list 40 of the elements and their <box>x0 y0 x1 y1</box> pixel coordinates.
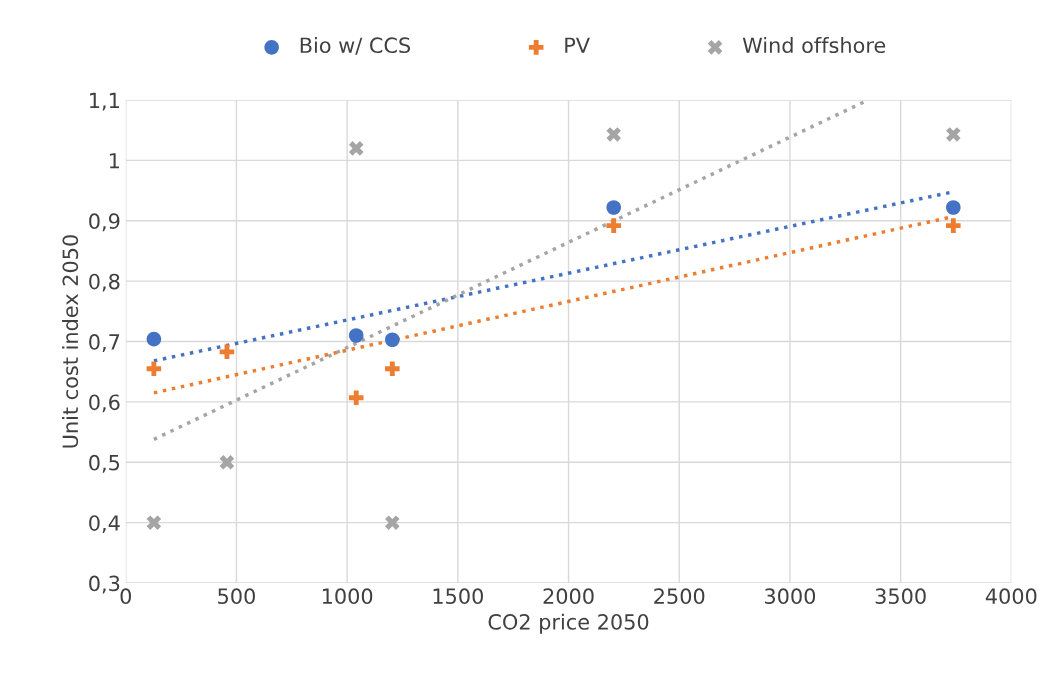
x-axis-title: CO2 price 2050 <box>488 613 649 634</box>
legend-label: Wind offshore <box>742 36 886 54</box>
x-tick-label: 2500 <box>654 588 705 605</box>
point <box>385 515 400 530</box>
x-tick-label: 1000 <box>322 588 373 605</box>
point <box>348 328 364 343</box>
point <box>385 361 400 376</box>
point <box>348 141 364 156</box>
point <box>385 332 400 348</box>
point <box>146 331 162 347</box>
y-tick-label: 0,5 <box>89 454 120 473</box>
point <box>946 218 961 233</box>
x-tick-label: 4000 <box>985 588 1037 605</box>
x-tick-label: 500 <box>218 588 255 605</box>
y-tick-label: 1 <box>109 153 119 169</box>
point <box>219 344 235 360</box>
x-tick-label: 1500 <box>433 588 483 605</box>
point <box>146 361 162 376</box>
legend-label: Bio w/ CCS <box>300 36 411 55</box>
point <box>946 127 961 142</box>
point <box>606 127 621 142</box>
y-tick-label: 0,3 <box>89 575 120 594</box>
y-tick-label: 0,9 <box>89 213 120 232</box>
point <box>606 200 621 215</box>
x-tick-label: 3000 <box>765 588 816 605</box>
point <box>219 455 235 470</box>
y-tick-label: 0,8 <box>89 273 120 292</box>
legend-label: PV <box>565 37 590 53</box>
point <box>946 200 961 215</box>
x-tick-label: 0 <box>120 588 131 605</box>
y-tick-label: 0,6 <box>89 394 120 413</box>
point <box>606 218 621 233</box>
x-tick-label: 3500 <box>875 588 926 605</box>
y-tick-label: 0,4 <box>89 515 120 534</box>
point <box>348 390 364 405</box>
x-tick-label: 2000 <box>543 588 594 605</box>
y-tick-label: 1,1 <box>90 92 119 111</box>
point <box>146 515 162 530</box>
y-axis-title: Unit cost index 2050 <box>62 235 79 448</box>
y-tick-label: 0,7 <box>89 334 120 352</box>
